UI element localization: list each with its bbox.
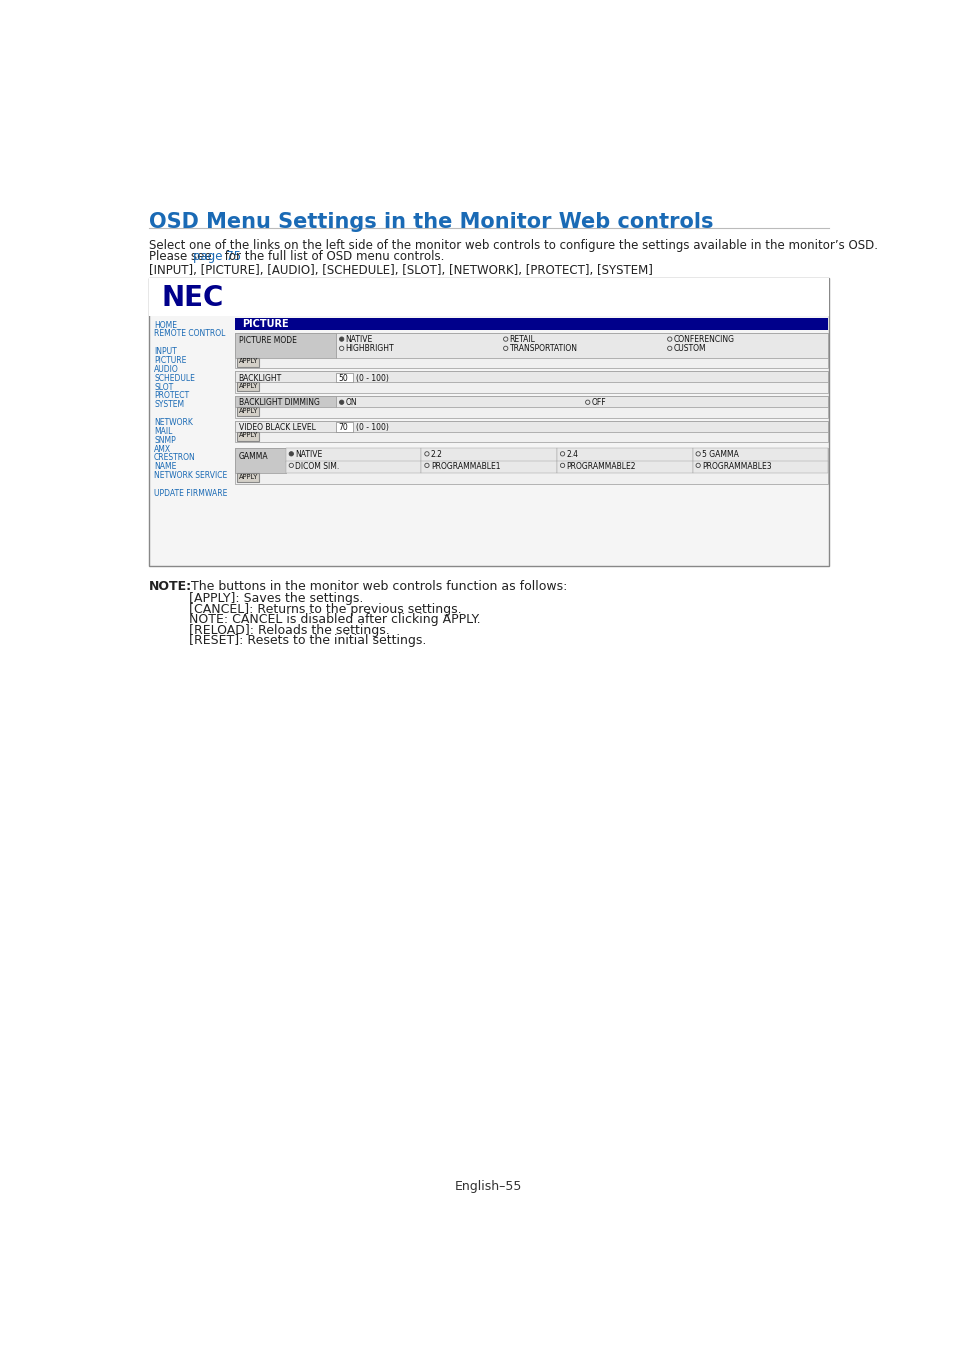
Bar (421, 448, 557, 462)
Bar (286, 448, 421, 462)
Bar (236, 472, 258, 482)
Text: PROTECT: PROTECT (154, 392, 189, 401)
Bar (235, 396, 335, 406)
Bar (335, 396, 827, 406)
Text: AMX: AMX (154, 444, 172, 454)
Text: [RELOAD]: Reloads the settings.: [RELOAD]: Reloads the settings. (189, 624, 390, 637)
Text: HOME: HOME (154, 320, 177, 329)
Bar (692, 460, 827, 472)
Text: CUSTOM: CUSTOM (673, 344, 705, 354)
Text: (0 - 100): (0 - 100) (356, 423, 389, 432)
Text: SLOT: SLOT (154, 382, 173, 391)
Text: PROGRAMMABLE3: PROGRAMMABLE3 (701, 462, 771, 471)
Text: for the full list of OSD menu controls.: for the full list of OSD menu controls. (220, 250, 444, 263)
Text: HIGHBRIGHT: HIGHBRIGHT (345, 344, 394, 354)
Text: CRESTRON: CRESTRON (154, 454, 195, 463)
Text: [INPUT], [PICTURE], [AUDIO], [SCHEDULE], [SLOT], [NETWORK], [PROTECT], [SYSTEM]: [INPUT], [PICTURE], [AUDIO], [SCHEDULE],… (149, 263, 652, 277)
Text: NEC: NEC (161, 284, 223, 312)
Bar (692, 448, 827, 462)
Bar (235, 448, 286, 472)
Bar (235, 448, 827, 483)
Text: APPLY: APPLY (239, 358, 258, 364)
Text: NAME: NAME (154, 462, 176, 471)
Text: 2.2: 2.2 (431, 450, 442, 459)
Bar (235, 421, 827, 443)
Circle shape (289, 452, 294, 456)
Text: PICTURE: PICTURE (241, 319, 288, 329)
Text: AUDIO: AUDIO (154, 364, 178, 374)
Bar (335, 423, 353, 432)
Text: PICTURE MODE: PICTURE MODE (238, 336, 296, 346)
Circle shape (339, 400, 343, 405)
Text: DICOM SIM.: DICOM SIM. (294, 462, 339, 471)
Text: MAIL: MAIL (154, 427, 172, 436)
Bar (236, 358, 258, 367)
Bar (235, 371, 827, 393)
Text: English–55: English–55 (455, 1180, 522, 1193)
Text: 50: 50 (338, 374, 348, 383)
Text: NETWORK: NETWORK (154, 418, 193, 427)
Text: 70: 70 (338, 423, 348, 432)
Bar (236, 432, 258, 440)
Text: SYSTEM: SYSTEM (154, 401, 184, 409)
Text: NATIVE: NATIVE (345, 335, 373, 344)
Text: NOTE: CANCEL is disabled after clicking APPLY.: NOTE: CANCEL is disabled after clicking … (189, 613, 480, 626)
Text: Please see: Please see (149, 250, 214, 263)
Text: The buttons in the monitor web controls function as follows:: The buttons in the monitor web controls … (183, 580, 567, 593)
Text: BACKLIGHT: BACKLIGHT (238, 374, 281, 383)
Bar (235, 317, 827, 329)
Bar (236, 382, 258, 391)
Text: RETAIL: RETAIL (509, 335, 535, 344)
Text: CONFERENCING: CONFERENCING (673, 335, 734, 344)
Bar (235, 396, 827, 417)
Text: PICTURE: PICTURE (154, 356, 186, 365)
Bar (235, 371, 827, 382)
Text: NETWORK SERVICE: NETWORK SERVICE (154, 471, 227, 481)
Text: NATIVE: NATIVE (294, 450, 322, 459)
Text: [APPLY]: Saves the settings.: [APPLY]: Saves the settings. (189, 593, 363, 605)
Bar (235, 333, 827, 369)
Text: PROGRAMMABLE2: PROGRAMMABLE2 (566, 462, 636, 471)
Bar (335, 373, 353, 382)
Text: SNMP: SNMP (154, 436, 175, 444)
Text: [CANCEL]: Returns to the previous settings.: [CANCEL]: Returns to the previous settin… (189, 603, 461, 616)
Text: NOTE:: NOTE: (149, 580, 192, 593)
Text: APPLY: APPLY (239, 383, 258, 389)
Bar (335, 333, 827, 358)
Text: PROGRAMMABLE1: PROGRAMMABLE1 (431, 462, 499, 471)
Text: TRANSPORTATION: TRANSPORTATION (509, 344, 577, 354)
Bar (421, 460, 557, 472)
Text: [RESET]: Resets to the initial settings.: [RESET]: Resets to the initial settings. (189, 634, 426, 647)
Text: 2.4: 2.4 (566, 450, 578, 459)
Text: (0 - 100): (0 - 100) (356, 374, 389, 383)
Text: INPUT: INPUT (154, 347, 176, 356)
Bar (149, 278, 828, 316)
Text: OFF: OFF (591, 398, 605, 408)
Text: APPLY: APPLY (239, 474, 258, 479)
Text: GAMMA: GAMMA (238, 451, 268, 460)
Text: Select one of the links on the left side of the monitor web controls to configur: Select one of the links on the left side… (149, 239, 877, 252)
Text: ON: ON (345, 398, 356, 408)
Bar (235, 333, 335, 358)
Text: BACKLIGHT DIMMING: BACKLIGHT DIMMING (238, 398, 319, 408)
Text: UPDATE FIRMWARE: UPDATE FIRMWARE (154, 489, 227, 498)
Text: REMOTE CONTROL: REMOTE CONTROL (154, 329, 225, 339)
Text: SCHEDULE: SCHEDULE (154, 374, 194, 383)
Bar (235, 421, 827, 432)
Circle shape (339, 338, 343, 342)
Bar (286, 460, 421, 472)
Text: 5 GAMMA: 5 GAMMA (701, 450, 739, 459)
Bar (557, 460, 692, 472)
Text: VIDEO BLACK LEVEL: VIDEO BLACK LEVEL (238, 423, 315, 432)
Text: OSD Menu Settings in the Monitor Web controls: OSD Menu Settings in the Monitor Web con… (149, 212, 713, 232)
Text: page 75: page 75 (193, 250, 241, 263)
Bar (149, 278, 828, 566)
Bar (236, 406, 258, 416)
Bar (557, 448, 692, 462)
Text: APPLY: APPLY (239, 408, 258, 413)
Text: APPLY: APPLY (239, 432, 258, 439)
